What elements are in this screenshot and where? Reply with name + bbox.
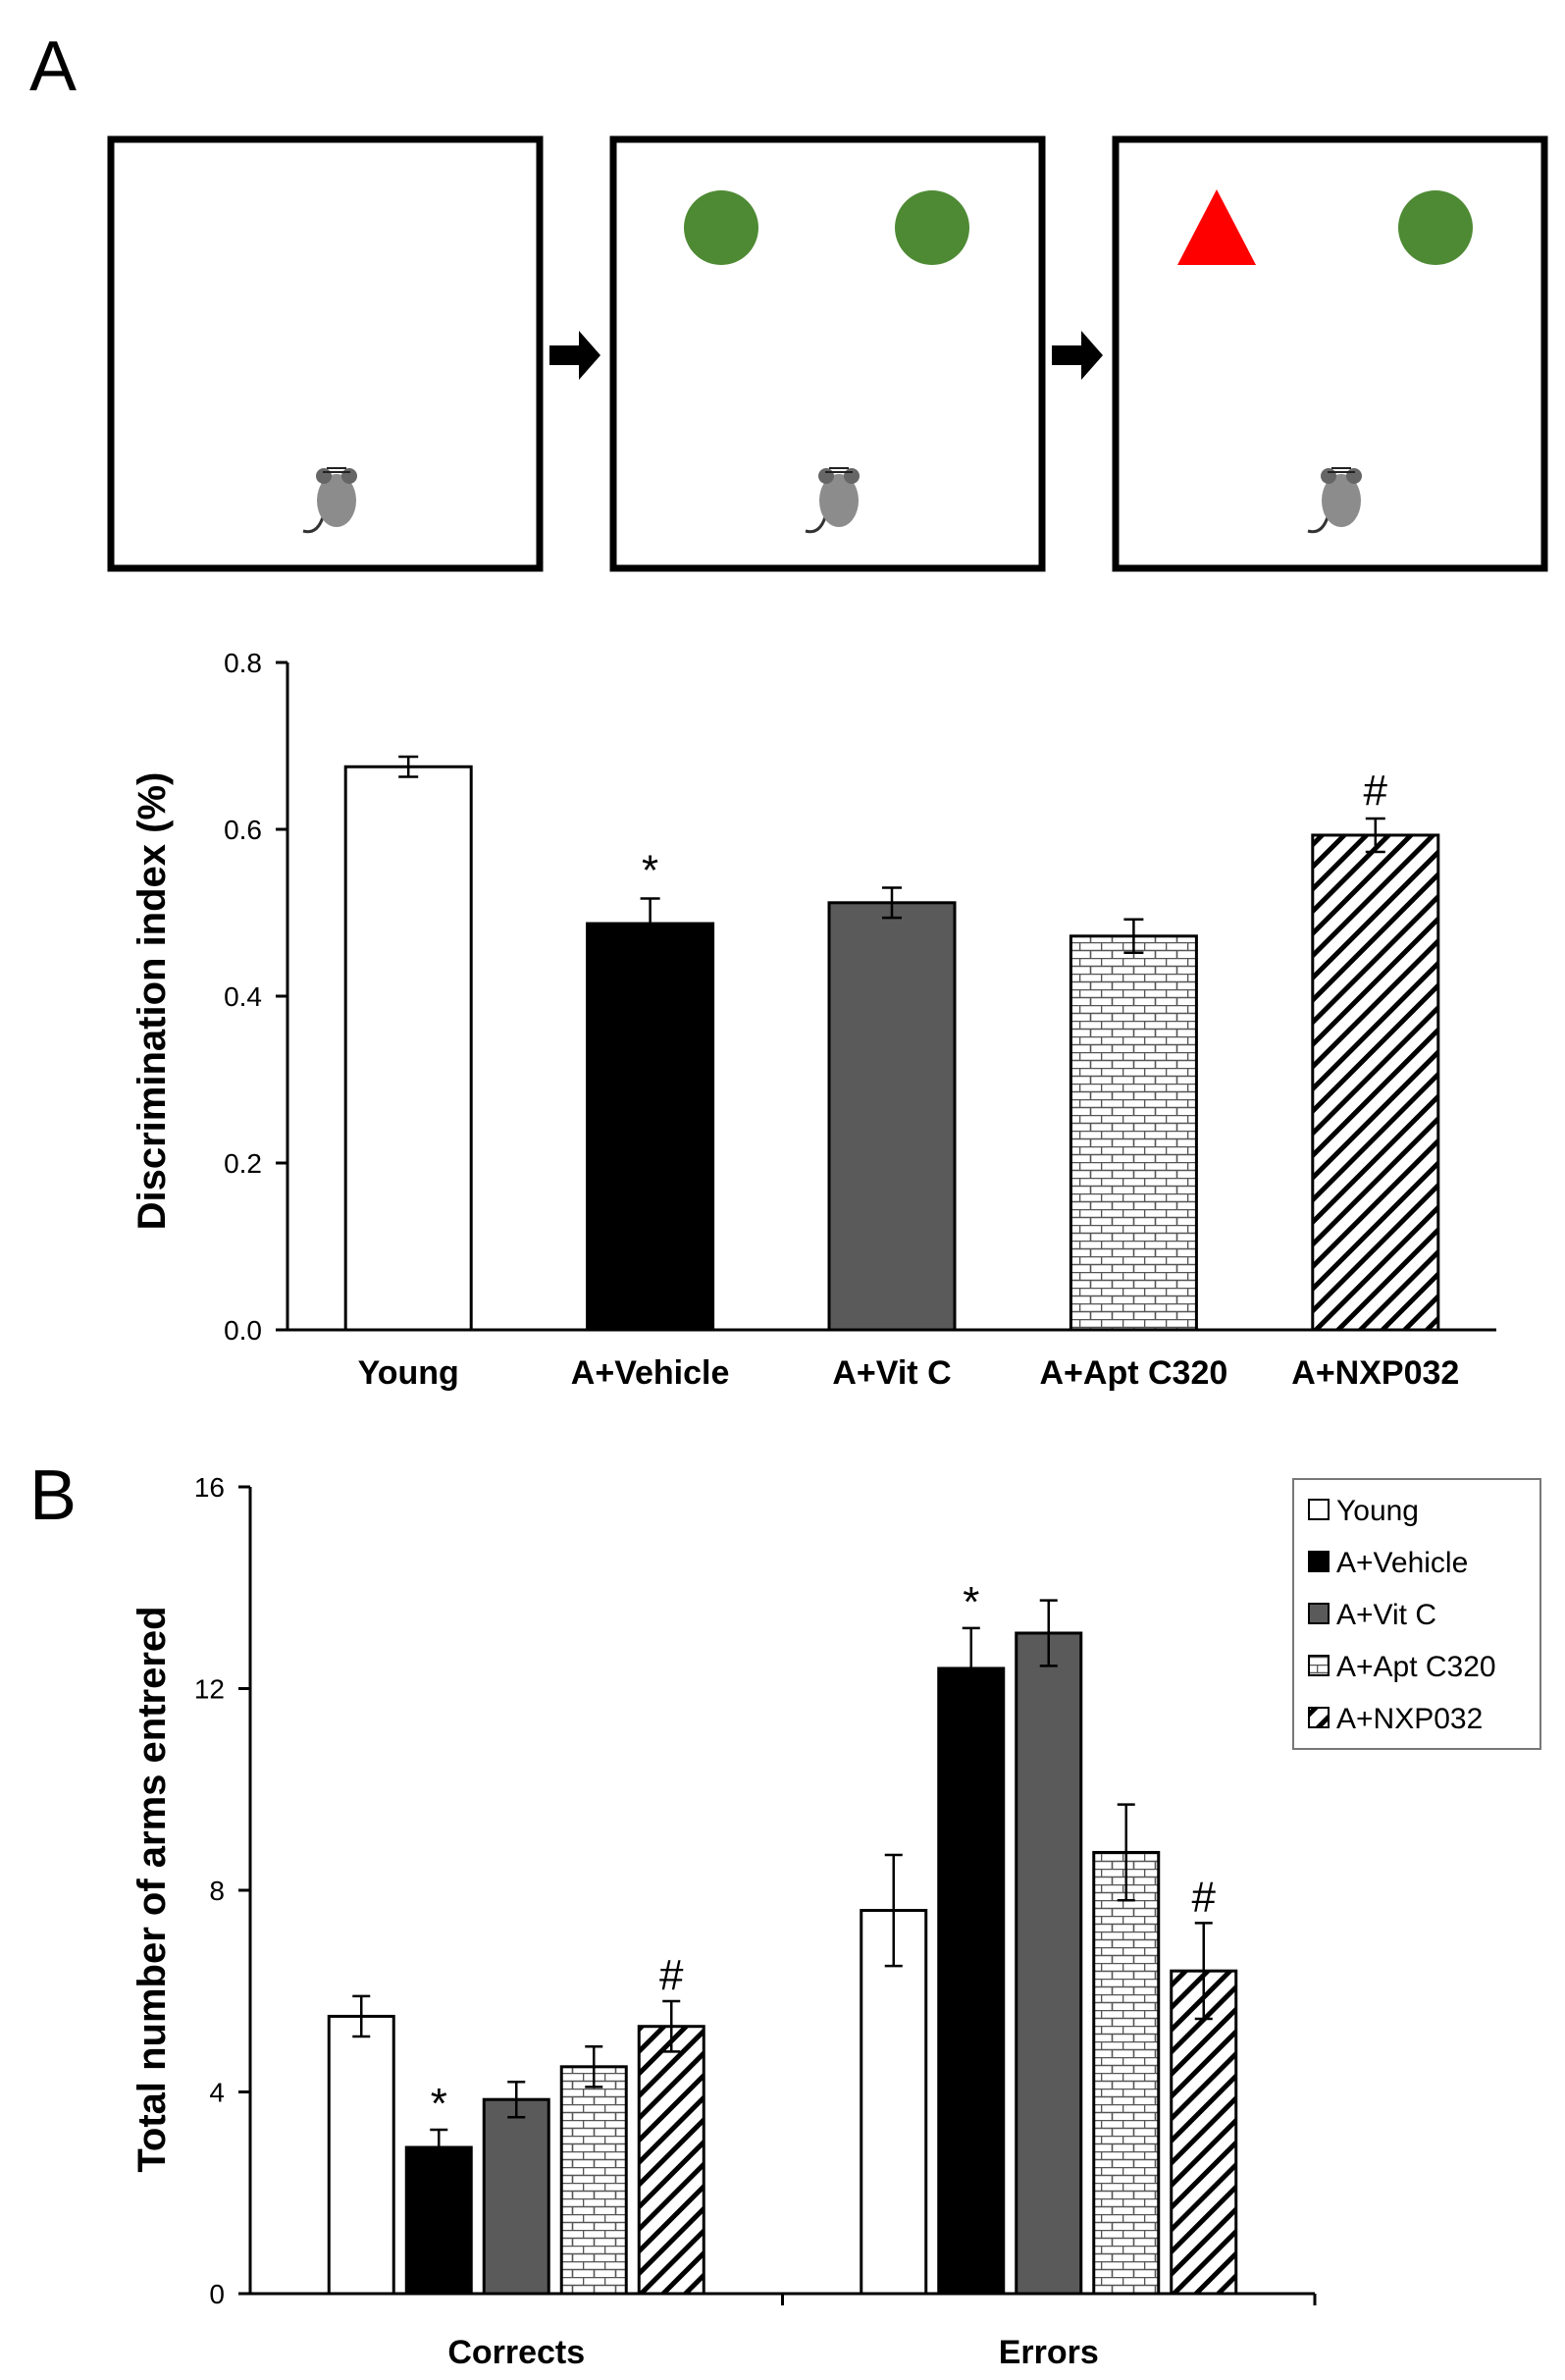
legend-label: A+Vit C — [1336, 1599, 1436, 1631]
y-tick-label: 0.4 — [224, 981, 262, 1012]
y-tick-label: 0.0 — [224, 1315, 262, 1346]
significance-marker: * — [431, 2080, 447, 2128]
bar — [482, 2097, 550, 2296]
y-tick-label: 0.8 — [224, 648, 262, 678]
bar — [327, 2014, 395, 2296]
familiar-object-circle — [684, 190, 758, 265]
chart-arms-entered: Total number of arms entrered 0 4 8 12 16 * # C… — [130, 1472, 1541, 2371]
x-group-label: Errors — [999, 2334, 1099, 2371]
novel-object-triangle — [1177, 189, 1256, 265]
bar — [1092, 1850, 1161, 2296]
arena-test — [1112, 135, 1548, 572]
bar — [637, 2025, 705, 2296]
bar — [343, 765, 473, 1332]
novel-object-schematic — [107, 135, 1548, 572]
bar — [860, 1909, 928, 2296]
bar — [404, 2145, 473, 2296]
x-tick-label: A+Apt C320 — [1040, 1354, 1228, 1392]
x-tick-label: A+Vehicle — [571, 1354, 730, 1392]
bar — [1069, 934, 1198, 1332]
legend-swatch — [1308, 1603, 1330, 1624]
panel-b-label: B — [29, 1456, 77, 1535]
y-tick-label: 16 — [194, 1472, 225, 1503]
y-tick-label: 0.6 — [224, 815, 262, 845]
significance-marker: * — [963, 1578, 979, 1626]
panel-a-label: A — [29, 27, 77, 106]
arrow-right-icon — [1052, 331, 1103, 380]
bar — [1311, 833, 1440, 1332]
legend-label: Young — [1336, 1495, 1419, 1527]
y-axis-label: Discrimination index (%) — [130, 772, 174, 1231]
legend-label: A+NXP032 — [1336, 1703, 1483, 1735]
y-tick-label: 12 — [194, 1674, 225, 1705]
x-tick-label: A+Vit C — [832, 1354, 951, 1392]
y-tick-label: 0 — [209, 2279, 225, 2309]
y-tick-label: 4 — [209, 2078, 225, 2108]
familiar-object-circle — [1398, 190, 1473, 265]
significance-marker: # — [659, 1951, 684, 1999]
y-tick-label: 0.2 — [224, 1148, 262, 1179]
legend-swatch — [1308, 1499, 1330, 1520]
bar — [1170, 1969, 1238, 2296]
significance-marker: # — [1364, 767, 1388, 815]
x-tick-label: Young — [358, 1354, 459, 1392]
arrow-right-icon — [549, 331, 600, 380]
significance-marker: * — [642, 847, 658, 895]
bar — [586, 922, 715, 1332]
mouse-icon — [1307, 467, 1362, 534]
chart-discrimination-index: Discrimination index (%) 0.0 0.2 0.4 0.6 0.8… — [130, 648, 1496, 1392]
legend-swatch — [1308, 1655, 1330, 1676]
bar — [937, 1666, 1006, 2296]
legend-box — [1292, 1478, 1541, 1750]
bar — [559, 2065, 628, 2296]
legend-label: A+Apt C320 — [1336, 1651, 1496, 1683]
y-tick-label: 8 — [209, 1876, 225, 1906]
familiar-object-circle — [895, 190, 969, 265]
legend-swatch — [1308, 1551, 1330, 1572]
mouse-icon — [302, 467, 357, 534]
significance-marker: # — [1192, 1873, 1217, 1921]
legend-label: A+Vehicle — [1336, 1547, 1468, 1579]
x-tick-label: A+NXP032 — [1291, 1354, 1459, 1392]
y-axis-label: Total number of arms entrered — [130, 1606, 174, 2172]
legend-swatch — [1308, 1707, 1330, 1728]
bar — [827, 901, 957, 1332]
x-group-label: Corrects — [447, 2334, 585, 2371]
mouse-icon — [805, 467, 860, 534]
bar — [1015, 1631, 1083, 2296]
